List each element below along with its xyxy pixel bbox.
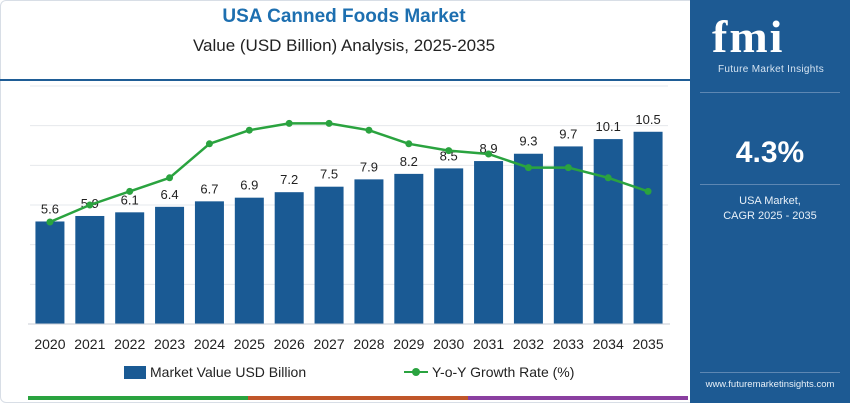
x-tick-label: 2033 bbox=[553, 336, 584, 352]
sidebar-panel: fmi Future Market Insights 4.3% USA Mark… bbox=[690, 0, 850, 403]
legend-label-market-value: Market Value USD Billion bbox=[150, 364, 307, 380]
bar-value-label: 6.7 bbox=[200, 181, 218, 196]
growth-point-2032 bbox=[524, 164, 532, 172]
market-chart: 5.620205.920216.120226.420236.720246.920… bbox=[28, 85, 670, 352]
bar-2021 bbox=[75, 215, 105, 324]
growth-rate-line bbox=[49, 122, 649, 224]
bar-2033 bbox=[553, 146, 583, 324]
bar-value-label: 7.2 bbox=[280, 172, 298, 187]
x-tick-label: 2032 bbox=[513, 336, 544, 352]
cagr-label: USA Market, CAGR 2025 - 2035 bbox=[690, 194, 850, 224]
cagr-value: 4.3% bbox=[735, 136, 805, 169]
growth-point-2020 bbox=[46, 218, 54, 226]
sidebar-divider-middle bbox=[700, 184, 840, 185]
fmi-logo: fmi Future Market Insights bbox=[710, 10, 832, 80]
growth-point-2033 bbox=[564, 164, 572, 172]
growth-point-2035 bbox=[644, 187, 652, 195]
bar-value-label: 8.2 bbox=[400, 154, 418, 169]
bottom-color-strip bbox=[28, 396, 688, 400]
x-tick-label: 2029 bbox=[393, 336, 424, 352]
bar-2024 bbox=[194, 201, 224, 324]
logo-letters: fmi bbox=[712, 11, 785, 62]
growth-point-2024 bbox=[205, 140, 213, 148]
bar-value-label: 5.6 bbox=[41, 201, 59, 216]
cagr-label-line1: USA Market, bbox=[739, 195, 801, 207]
growth-point-2034 bbox=[604, 174, 612, 182]
x-tick-label: 2034 bbox=[593, 336, 624, 352]
bar-2034 bbox=[593, 139, 623, 324]
bar-2025 bbox=[234, 197, 264, 324]
legend-label-growth-rate: Y-o-Y Growth Rate (%) bbox=[432, 364, 575, 380]
bar-2028 bbox=[354, 179, 384, 324]
growth-point-2026 bbox=[285, 119, 293, 127]
legend-item-market-value: Market Value USD Billion bbox=[124, 364, 306, 380]
bar-value-label: 9.7 bbox=[559, 126, 577, 141]
growth-point-2022 bbox=[126, 187, 134, 195]
legend-bar-swatch bbox=[124, 365, 146, 379]
bar-value-label: 6.9 bbox=[240, 178, 258, 193]
sidebar-divider-bottom bbox=[700, 372, 840, 373]
bar-2032 bbox=[513, 153, 543, 324]
x-tick-label: 2026 bbox=[274, 336, 305, 352]
bar-value-label: 7.9 bbox=[360, 159, 378, 174]
growth-point-2031 bbox=[485, 150, 493, 158]
bar-value-label: 6.4 bbox=[161, 187, 179, 202]
bar-value-label: 10.1 bbox=[596, 119, 621, 134]
bar-2022 bbox=[115, 212, 145, 324]
legend-line-swatch bbox=[404, 366, 428, 378]
bar-value-label: 9.3 bbox=[519, 134, 537, 149]
growth-point-2023 bbox=[166, 174, 174, 182]
bar-2026 bbox=[274, 192, 304, 324]
growth-point-2027 bbox=[325, 119, 333, 127]
x-tick-label: 2024 bbox=[194, 336, 225, 352]
bar-2031 bbox=[474, 161, 504, 324]
bar-2020 bbox=[35, 221, 65, 324]
bar-value-label: 6.1 bbox=[121, 192, 139, 207]
x-tick-label: 2022 bbox=[114, 336, 145, 352]
bar-2029 bbox=[394, 173, 424, 324]
growth-point-2030 bbox=[445, 147, 453, 155]
cagr-label-line2: CAGR 2025 - 2035 bbox=[723, 210, 817, 222]
website-url: www.futuremarketinsights.com bbox=[705, 379, 835, 390]
x-tick-label: 2030 bbox=[433, 336, 464, 352]
x-tick-label: 2025 bbox=[234, 336, 265, 352]
bar-2027 bbox=[314, 186, 344, 324]
sidebar-divider-top bbox=[700, 92, 840, 93]
bar-value-label: 10.5 bbox=[635, 112, 660, 127]
logo-tagline: Future Market Insights bbox=[717, 64, 825, 75]
bar-value-label: 7.5 bbox=[320, 167, 338, 182]
chart-legend: Market Value USD Billion Y-o-Y Growth Ra… bbox=[0, 364, 688, 384]
growth-point-2025 bbox=[245, 126, 253, 134]
x-tick-label: 2021 bbox=[74, 336, 105, 352]
bar-2030 bbox=[434, 168, 464, 324]
x-tick-label: 2035 bbox=[632, 336, 663, 352]
x-tick-label: 2020 bbox=[34, 336, 65, 352]
title-divider bbox=[0, 79, 690, 81]
bar-value-label: 8.9 bbox=[480, 141, 498, 156]
legend-item-growth-rate: Y-o-Y Growth Rate (%) bbox=[404, 364, 574, 380]
x-tick-label: 2031 bbox=[473, 336, 504, 352]
growth-point-2028 bbox=[365, 126, 373, 134]
x-tick-label: 2027 bbox=[313, 336, 344, 352]
growth-point-2029 bbox=[405, 140, 413, 148]
growth-point-2021 bbox=[86, 201, 94, 209]
chart-subtitle: Value (USD Billion) Analysis, 2025-2035 bbox=[192, 36, 496, 55]
bar-2035 bbox=[633, 131, 663, 324]
bar-2023 bbox=[155, 206, 185, 324]
x-tick-label: 2028 bbox=[353, 336, 384, 352]
x-tick-label: 2023 bbox=[154, 336, 185, 352]
chart-title: USA Canned Foods Market bbox=[222, 6, 466, 27]
